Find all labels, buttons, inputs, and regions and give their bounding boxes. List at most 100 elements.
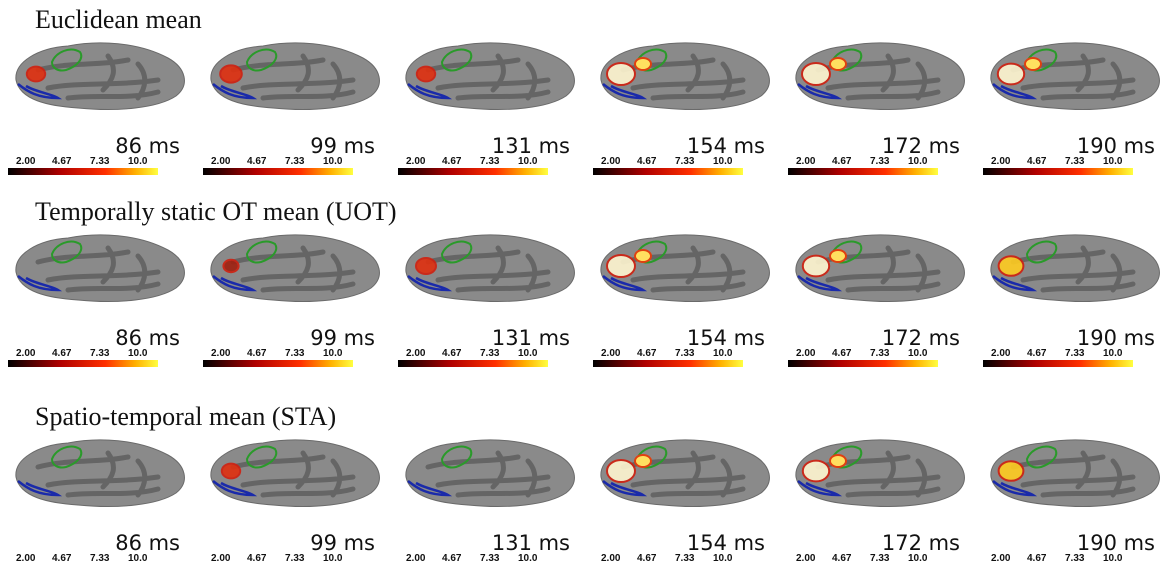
colorbar-tick-label: 10.0 — [713, 156, 733, 167]
activation — [829, 249, 847, 263]
time-label: 154 ms — [687, 531, 765, 555]
brain-panel: 99 ms 2.00 4.67 7.33 10.0 — [203, 42, 380, 175]
colorbar-tick-label: 4.67 — [442, 553, 462, 563]
colorbar-tick-label: 2.00 — [991, 348, 1011, 359]
blue-roi — [212, 275, 258, 292]
activation — [415, 65, 437, 83]
sulci — [425, 245, 551, 293]
colorbar-tick-label: 4.67 — [52, 348, 72, 359]
time-label: 99 ms — [310, 531, 375, 555]
activation — [220, 462, 242, 480]
activation — [801, 62, 831, 86]
colorbar-tick-label: 4.67 — [832, 156, 852, 167]
activation — [634, 454, 652, 468]
colorbar — [203, 360, 353, 367]
activation — [606, 62, 636, 86]
colorbar-tick-label: 4.67 — [832, 553, 852, 563]
activation — [25, 65, 47, 83]
colorbar-tick-label: 4.67 — [637, 156, 657, 167]
colorbar-tick-label: 7.33 — [675, 553, 695, 563]
sulci — [1010, 245, 1136, 293]
time-label: 131 ms — [492, 531, 570, 555]
colorbar — [593, 360, 743, 367]
colorbar-tick-label: 2.00 — [211, 553, 231, 563]
colorbar-tick-label: 4.67 — [1027, 553, 1047, 563]
blue-roi — [17, 275, 63, 292]
colorbar-tick-label: 7.33 — [480, 156, 500, 167]
brain-surface — [405, 439, 575, 507]
brain-panel: 172 ms 2.00 4.67 7.33 10.0 — [795, 439, 965, 563]
time-label: 99 ms — [310, 134, 375, 158]
colorbar-tick-label: 7.33 — [1065, 156, 1085, 167]
green-roi — [440, 48, 473, 72]
activation — [1024, 57, 1042, 71]
row-title: Euclidean mean — [35, 5, 202, 34]
green-roi — [245, 445, 278, 469]
green-roi — [440, 445, 473, 469]
colorbar-tick-label: 7.33 — [285, 348, 305, 359]
colorbar-tick-label: 10.0 — [323, 553, 343, 563]
colorbar-tick-label: 7.33 — [675, 348, 695, 359]
sulci — [230, 245, 356, 293]
colorbar — [398, 168, 548, 175]
colorbar — [398, 360, 548, 367]
colorbar — [203, 168, 353, 175]
activation — [996, 62, 1026, 86]
colorbar-tick-label: 2.00 — [796, 348, 816, 359]
colorbar-tick-label: 7.33 — [870, 156, 890, 167]
colorbar-tick-label: 7.33 — [90, 553, 110, 563]
activation — [634, 249, 652, 263]
blue-roi — [407, 275, 453, 292]
brain-panel: 86 ms 2.00 4.67 7.33 10.0 — [8, 234, 185, 367]
colorbar-tick-label: 7.33 — [870, 553, 890, 563]
sulci — [35, 450, 161, 498]
time-label: 190 ms — [1077, 326, 1155, 350]
colorbar-tick-label: 2.00 — [796, 553, 816, 563]
blue-roi — [992, 275, 1038, 292]
green-roi — [245, 240, 278, 264]
time-label: 172 ms — [882, 134, 960, 158]
activation — [606, 459, 636, 483]
sulci — [620, 245, 746, 293]
brain-panel: 154 ms 2.00 4.67 7.33 10.0 — [593, 234, 770, 367]
green-roi — [245, 48, 278, 72]
colorbar — [983, 168, 1133, 175]
colorbar-tick-label: 4.67 — [637, 348, 657, 359]
colorbar-tick-label: 2.00 — [211, 156, 231, 167]
colorbar-tick-label: 4.67 — [637, 553, 657, 563]
colorbar-tick-label: 10.0 — [713, 348, 733, 359]
colorbar-tick-label: 2.00 — [601, 156, 621, 167]
activation — [829, 454, 847, 468]
colorbar-tick-label: 4.67 — [52, 553, 72, 563]
blue-roi — [602, 480, 648, 497]
time-label: 190 ms — [1077, 134, 1155, 158]
colorbar-tick-label: 10.0 — [323, 348, 343, 359]
blue-roi — [212, 480, 258, 497]
colorbar-tick-label: 10.0 — [1103, 156, 1123, 167]
colorbar-tick-label: 7.33 — [90, 348, 110, 359]
time-label: 190 ms — [1077, 531, 1155, 555]
blue-roi — [602, 83, 648, 100]
colorbar-tick-label: 4.67 — [247, 348, 267, 359]
sulci — [230, 53, 356, 101]
brain-panel: 172 ms 2.00 4.67 7.33 10.0 — [788, 42, 965, 175]
brain-panel: 86 ms 2.00 4.67 7.33 10.0 — [15, 439, 185, 563]
activation — [801, 459, 831, 483]
colorbar-tick-label: 4.67 — [442, 156, 462, 167]
colorbar-tick-label: 10.0 — [128, 553, 148, 563]
brain-panel: 99 ms 2.00 4.67 7.33 10.0 — [203, 234, 380, 367]
colorbar — [788, 168, 938, 175]
colorbar — [8, 168, 158, 175]
brain-panel: 131 ms 2.00 4.67 7.33 10.0 — [398, 234, 575, 367]
brain-panel: 99 ms 2.00 4.67 7.33 10.0 — [210, 439, 380, 563]
time-label: 154 ms — [687, 134, 765, 158]
colorbar-tick-label: 4.67 — [247, 553, 267, 563]
green-roi — [50, 445, 83, 469]
colorbar-tick-label: 7.33 — [870, 348, 890, 359]
brain-panel: 190 ms 2.00 4.67 7.33 10.0 — [990, 439, 1160, 563]
colorbar — [983, 360, 1133, 367]
sulci — [35, 53, 161, 101]
green-roi — [50, 48, 83, 72]
colorbar-tick-label: 4.67 — [442, 348, 462, 359]
